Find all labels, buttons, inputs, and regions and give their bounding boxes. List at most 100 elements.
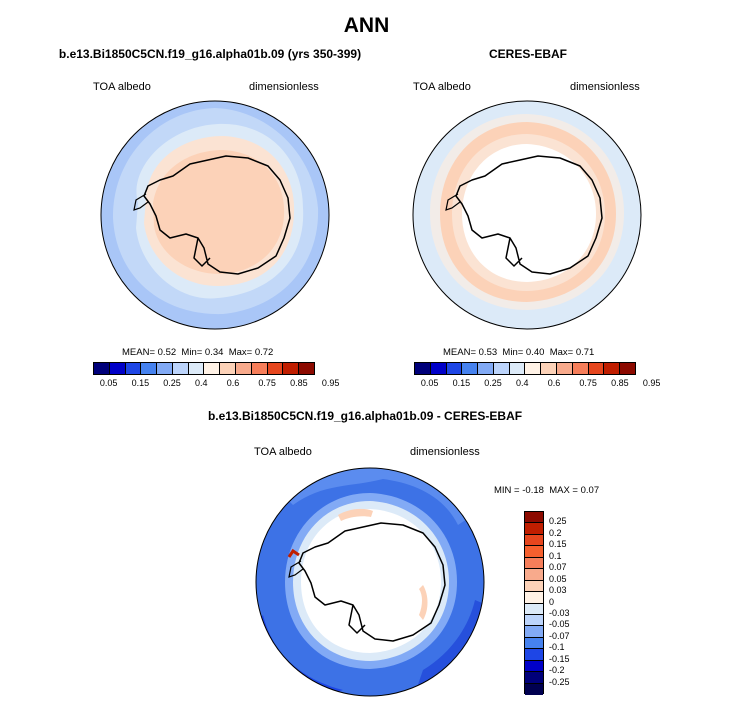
colorbar-swatch xyxy=(525,603,543,615)
diff-max-label: MAX = xyxy=(549,485,578,496)
model-mean-label: MEAN= xyxy=(122,347,155,358)
colorbar-tick-label: 0.75 xyxy=(579,378,597,388)
antarctica-coastline xyxy=(298,522,446,642)
colorbar-tick-label: 0.05 xyxy=(549,573,567,584)
colorbar-tick-label: -0.15 xyxy=(549,653,570,664)
colorbar-tick-label: 0.6 xyxy=(547,378,561,388)
colorbar-swatch xyxy=(446,363,463,374)
colorbar-swatch xyxy=(172,363,189,374)
model-mean-value: 0.52 xyxy=(157,347,177,358)
obs-mean-value: 0.53 xyxy=(478,347,498,358)
colorbar-swatch xyxy=(525,523,543,535)
colorbar-swatch xyxy=(525,546,543,558)
antarctica-coastline xyxy=(143,155,291,275)
colorbar-tick-label: -0.2 xyxy=(549,665,565,676)
colorbar-tick-label: 0.25 xyxy=(163,378,181,388)
colorbar-swatch xyxy=(525,626,543,638)
obs-max-label: Max= xyxy=(549,347,574,358)
model-min-value: 0.34 xyxy=(204,347,224,358)
diff-max-value: 0.07 xyxy=(580,485,600,496)
colorbar-tick-label: 0.25 xyxy=(549,516,567,527)
colorbar-swatch xyxy=(94,363,110,374)
model-variable-label: TOA albedo xyxy=(93,81,151,93)
obs-mean-label: MEAN= xyxy=(443,347,476,358)
colorbar-swatch xyxy=(188,363,205,374)
colorbar-tick-label: 0.2 xyxy=(549,527,562,538)
colorbar-swatch xyxy=(267,363,284,374)
obs-max-value: 0.71 xyxy=(575,347,595,358)
colorbar-swatch xyxy=(509,363,526,374)
colorbar-swatch xyxy=(588,363,605,374)
model-colorbar xyxy=(93,362,315,375)
model-panel-title: b.e13.Bi1850C5CN.f19_g16.alpha01b.09 (yr… xyxy=(58,47,362,61)
colorbar-swatch xyxy=(415,363,431,374)
obs-colorbar xyxy=(414,362,636,375)
antarctica-coastline xyxy=(455,155,603,275)
colorbar-swatch xyxy=(572,363,589,374)
colorbar-tick-label: 0.85 xyxy=(611,378,629,388)
diff-variable-label: TOA albedo xyxy=(254,446,312,458)
colorbar-swatch xyxy=(525,672,543,684)
colorbar-swatch xyxy=(525,512,543,524)
colorbar-tick-label: -0.25 xyxy=(549,676,570,687)
colorbar-tick-label: 0.95 xyxy=(642,378,661,388)
colorbar-swatch xyxy=(525,580,543,593)
colorbar-swatch xyxy=(525,683,543,695)
colorbar-swatch xyxy=(557,363,573,374)
diff-colorbar xyxy=(524,511,544,695)
model-colorbar-ticks: 0.05 0.15 0.25 0.4 0.6 0.75 0.85 0.95 xyxy=(93,378,340,390)
colorbar-swatch xyxy=(525,637,543,650)
colorbar-tick-label: -0.05 xyxy=(549,619,570,630)
diff-polar-map xyxy=(255,467,485,697)
colorbar-tick-label: 0.4 xyxy=(195,378,208,388)
colorbar-swatch xyxy=(525,534,543,547)
colorbar-tick-label: 0.15 xyxy=(452,378,471,388)
colorbar-tick-label: 0.85 xyxy=(290,378,308,388)
obs-min-label: Min= xyxy=(502,347,524,358)
colorbar-tick-label: 0 xyxy=(549,596,555,607)
colorbar-tick-label: 0.05 xyxy=(420,378,439,388)
obs-colorbar-ticks: 0.05 0.15 0.25 0.4 0.6 0.75 0.85 0.95 xyxy=(414,378,661,390)
diff-units-label: dimensionless xyxy=(410,446,480,458)
colorbar-swatch xyxy=(525,569,543,581)
colorbar-tick-label: 0.95 xyxy=(321,378,340,388)
colorbar-tick-label: -0.07 xyxy=(549,630,570,641)
colorbar-swatch xyxy=(525,557,543,570)
obs-variable-label: TOA albedo xyxy=(413,81,471,93)
obs-min-value: 0.40 xyxy=(525,347,545,358)
model-min-label: Min= xyxy=(181,347,203,358)
colorbar-swatch xyxy=(220,363,237,374)
colorbar-swatch xyxy=(283,363,300,374)
obs-panel-title: CERES-EBAF xyxy=(488,47,567,61)
colorbar-swatch xyxy=(620,363,635,374)
colorbar-swatch xyxy=(109,363,126,374)
obs-polar-map xyxy=(412,100,642,330)
colorbar-tick-label: 0.15 xyxy=(131,378,150,388)
diff-min-value: -0.18 xyxy=(522,485,544,496)
colorbar-tick-label: 0.25 xyxy=(484,378,502,388)
diff-panel-title: b.e13.Bi1850C5CN.f19_g16.alpha01b.09 - C… xyxy=(207,409,523,423)
colorbar-swatch xyxy=(604,363,621,374)
colorbar-tick-label: 0.03 xyxy=(549,585,567,596)
model-max-value: 0.72 xyxy=(254,347,274,358)
obs-units-label: dimensionless xyxy=(570,81,640,93)
diff-min-label: MIN = xyxy=(494,485,520,496)
page-title: ANN xyxy=(343,14,390,37)
colorbar-swatch xyxy=(157,363,173,374)
colorbar-swatch xyxy=(525,363,542,374)
colorbar-swatch xyxy=(430,363,447,374)
model-units-label: dimensionless xyxy=(249,81,319,93)
model-stats: MEAN= 0.52 Min= 0.34 Max= 0.72 xyxy=(122,347,273,358)
colorbar-swatch xyxy=(525,649,543,661)
colorbar-swatch xyxy=(204,363,221,374)
colorbar-tick-label: 0.75 xyxy=(258,378,276,388)
colorbar-tick-label: -0.1 xyxy=(549,642,565,653)
colorbar-tick-label: 0.4 xyxy=(516,378,529,388)
colorbar-swatch xyxy=(141,363,158,374)
colorbar-swatch xyxy=(251,363,268,374)
model-polar-map xyxy=(100,100,330,330)
colorbar-tick-label: 0.05 xyxy=(99,378,118,388)
diff-stats: MIN = -0.18 MAX = 0.07 xyxy=(494,485,599,496)
model-max-label: Max= xyxy=(228,347,253,358)
colorbar-tick-label: 0.1 xyxy=(549,550,562,561)
